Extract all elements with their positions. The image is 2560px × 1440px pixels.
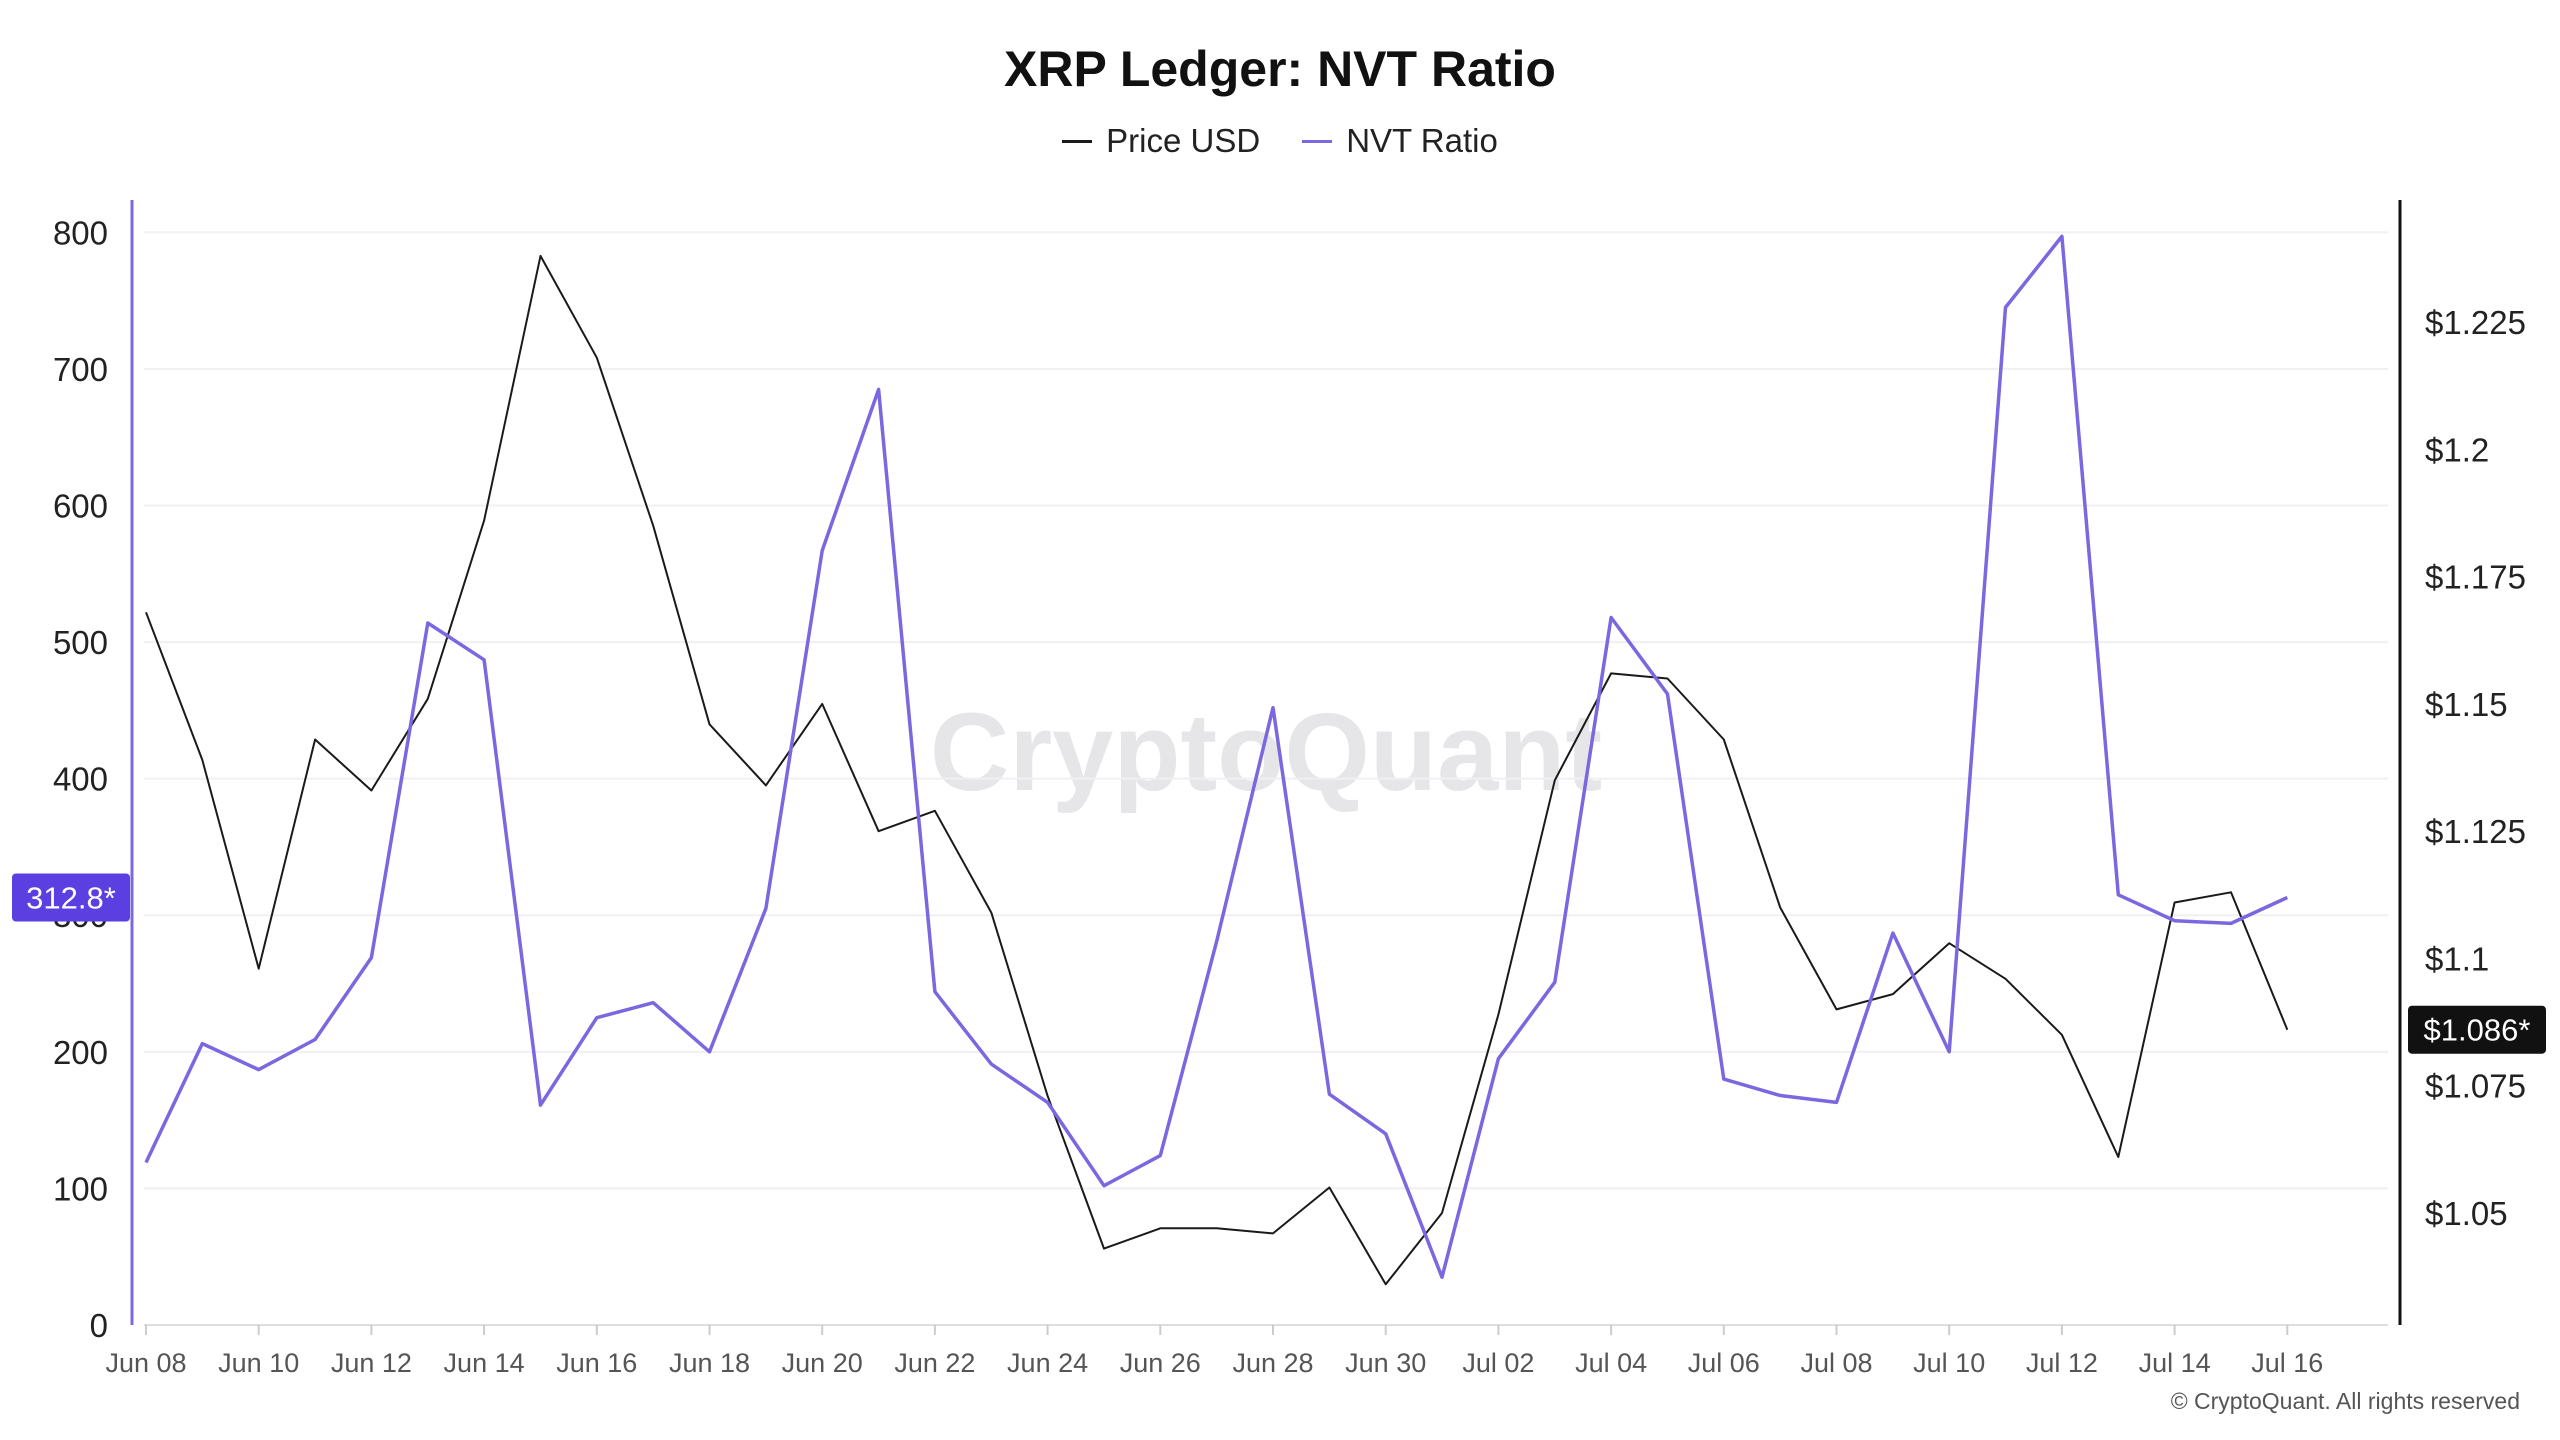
left-last-value-label: 312.8*: [26, 880, 116, 915]
legend-label-nvt: NVT Ratio: [1346, 122, 1498, 159]
x-axis-tick-label: Jun 26: [1120, 1348, 1201, 1378]
x-axis-tick-label: Jul 16: [2251, 1348, 2323, 1378]
x-axis-tick-label: Jun 22: [894, 1348, 975, 1378]
right-axis-tick-label: $1.2: [2425, 431, 2489, 468]
right-axis-tick-label: $1.125: [2425, 813, 2526, 850]
x-axis-tick-label: Jul 02: [1462, 1348, 1534, 1378]
x-axis-tick-label: Jul 14: [2139, 1348, 2211, 1378]
right-axis-tick-label: $1.225: [2425, 304, 2526, 341]
x-axis-tick-label: Jun 08: [105, 1348, 186, 1378]
legend-label-price: Price USD: [1106, 122, 1261, 159]
x-axis-tick-label: Jun 28: [1232, 1348, 1313, 1378]
right-axis-tick-label: $1.15: [2425, 686, 2508, 723]
copyright-notice: © CryptoQuant. All rights reserved: [2170, 1388, 2520, 1414]
left-last-value-badge: [12, 873, 130, 922]
left-axis-tick-label: 100: [53, 1170, 108, 1207]
left-axis-tick-label: 800: [53, 214, 108, 251]
x-axis-tick-label: Jul 08: [1800, 1348, 1872, 1378]
left-axis-tick-label: 400: [53, 761, 108, 798]
x-axis-tick-label: Jun 20: [782, 1348, 863, 1378]
right-last-value-badge: [2408, 1005, 2546, 1054]
right-axis-tick-label: $1.05: [2425, 1195, 2508, 1232]
chart-title: XRP Ledger: NVT Ratio: [1004, 41, 1556, 97]
left-axis-tick-label: 600: [53, 487, 108, 524]
watermark-text: CryptoQuant: [930, 691, 1602, 814]
x-axis-tick-label: Jun 24: [1007, 1348, 1088, 1378]
x-axis-tick-label: Jul 04: [1575, 1348, 1647, 1378]
x-axis-tick-label: Jun 14: [444, 1348, 525, 1378]
x-axis-tick-label: Jul 06: [1688, 1348, 1760, 1378]
x-axis-tick-label: Jun 10: [218, 1348, 299, 1378]
x-axis-tick-label: Jul 10: [1913, 1348, 1985, 1378]
legend-item-price[interactable]: Price USD: [1062, 122, 1260, 160]
legend-item-nvt[interactable]: NVT Ratio: [1302, 122, 1498, 160]
chart-legend: Price USD NVT Ratio: [0, 122, 2560, 160]
x-axis-tick-label: Jun 18: [669, 1348, 750, 1378]
x-axis-tick-label: Jun 30: [1345, 1348, 1426, 1378]
right-axis-tick-label: $1.175: [2425, 559, 2526, 596]
left-axis-tick-label: 700: [53, 351, 108, 388]
legend-swatch-nvt: [1302, 139, 1333, 143]
x-axis-tick-label: Jul 12: [2026, 1348, 2098, 1378]
left-axis-tick-label: 0: [90, 1307, 108, 1344]
left-axis-tick-label: 200: [53, 1034, 108, 1071]
x-axis-tick-label: Jun 16: [556, 1348, 637, 1378]
right-last-value-label: $1.086*: [2424, 1013, 2531, 1048]
x-axis-tick-label: Jun 12: [331, 1348, 412, 1378]
right-axis-tick-label: $1.075: [2425, 1068, 2526, 1105]
right-axis-tick-label: $1.1: [2425, 940, 2489, 977]
left-axis-tick-label: 500: [53, 624, 108, 661]
legend-swatch-price: [1062, 139, 1093, 143]
